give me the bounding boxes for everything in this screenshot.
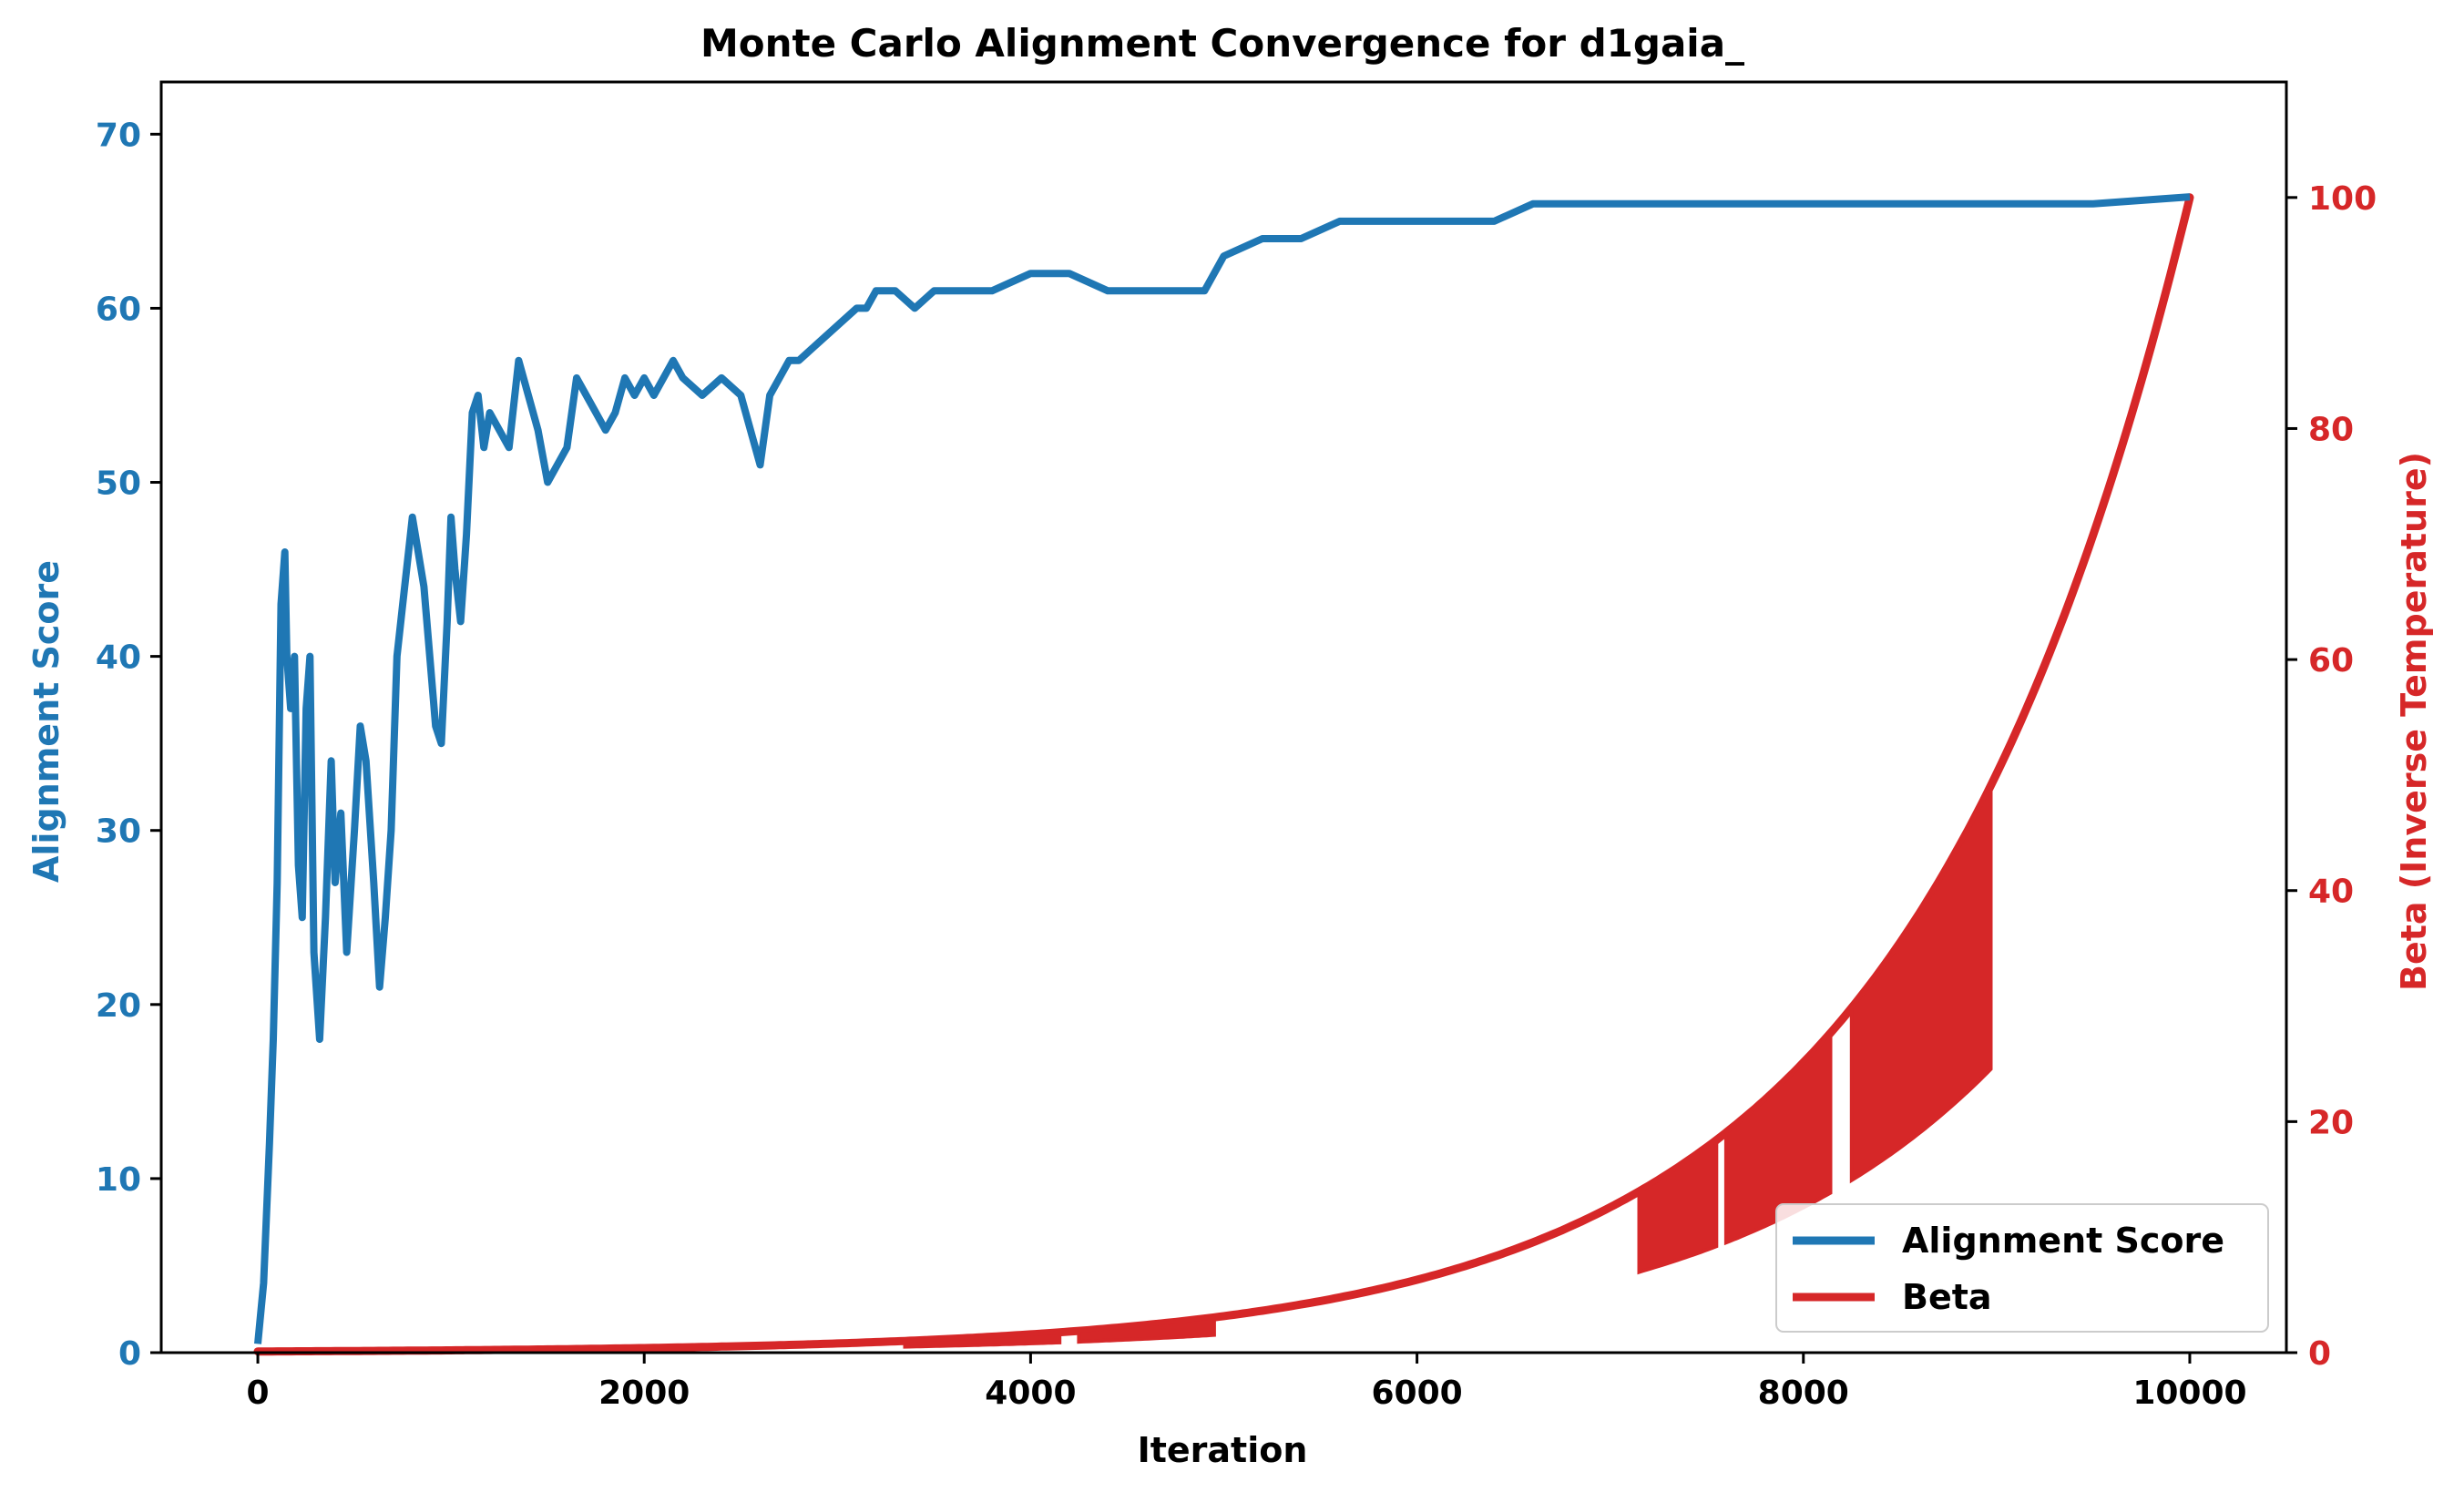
y-left-tick-label: 40 (96, 639, 141, 677)
legend: Alignment Score Beta (1775, 1203, 2269, 1333)
y-axis-right-title: Beta (Inverse Temperature) (2394, 452, 2434, 991)
y-right-tick-label: 80 (2308, 411, 2354, 448)
x-tick-label: 2000 (598, 1374, 690, 1412)
x-tick-label: 10000 (2132, 1374, 2246, 1412)
plot-area (253, 193, 2194, 1356)
y-left-tick-label: 30 (96, 813, 141, 851)
x-tick-label: 8000 (1758, 1374, 1849, 1412)
y-right-tick-label: 0 (2308, 1335, 2331, 1373)
y-right-tick-label: 100 (2308, 180, 2377, 218)
y-left-tick-label: 10 (96, 1161, 141, 1199)
beta-spike-band-2 (1077, 1315, 1216, 1344)
beta-spike-band-1 (903, 1330, 1062, 1349)
y-left-tick-label: 20 (96, 987, 141, 1025)
x-tick-label: 6000 (1371, 1374, 1462, 1412)
y-right-tick-label: 20 (2308, 1104, 2354, 1141)
beta-spike-band-3 (1637, 1136, 1719, 1275)
series-line-alignment-score (254, 193, 2191, 1344)
y-right-tick-label: 60 (2308, 642, 2354, 680)
beta-spike-band-4 (1723, 1027, 1833, 1246)
y-left-tick-label: 50 (96, 465, 141, 503)
y-left-tick-label: 60 (96, 291, 141, 328)
legend-frame (1775, 1203, 2269, 1333)
x-tick-label: 4000 (985, 1374, 1076, 1412)
beta-spike-band-5 (1849, 784, 1993, 1184)
axes: 0 2000 4000 6000 8000 10000 0 10 20 30 40 50 60 70 0 20… (96, 80, 2377, 1412)
y-left-tick-label: 0 (118, 1335, 141, 1373)
chart-title: Monte Carlo Alignment Convergence for d1… (700, 21, 1744, 66)
plot-frame (159, 80, 2288, 1354)
y-left-tick-label: 70 (96, 117, 141, 154)
legend-label-beta: Beta (1902, 1277, 1992, 1317)
x-axis-title: Iteration (1138, 1430, 1308, 1470)
y-right-tick-label: 40 (2308, 874, 2354, 911)
legend-label-alignment-score: Alignment Score (1902, 1221, 2224, 1261)
x-tick-label: 0 (247, 1374, 270, 1412)
y-axis-left-title: Alignment Score (26, 560, 66, 883)
